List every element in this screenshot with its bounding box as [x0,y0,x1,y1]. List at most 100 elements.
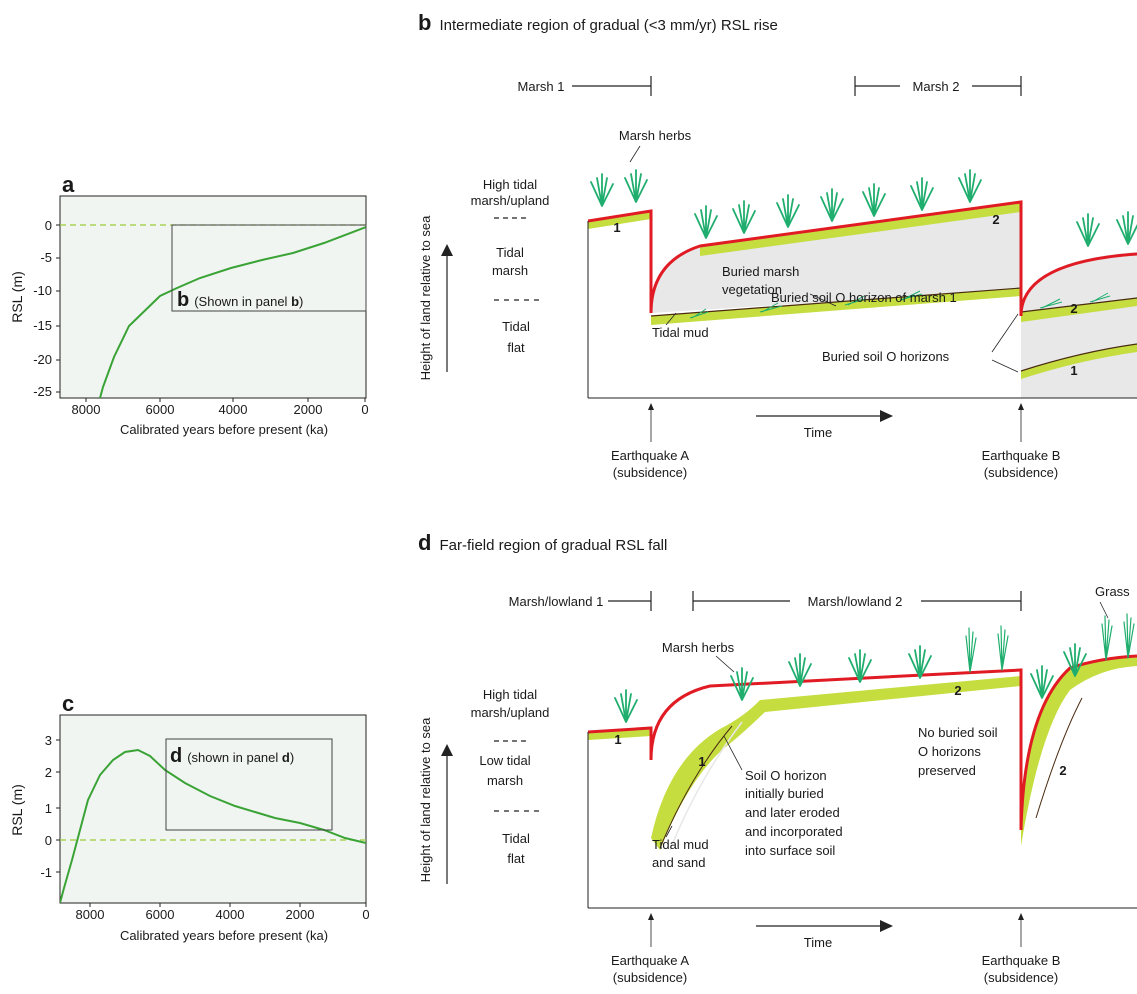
panel-d: d Far-field region of gradual RSL fall Ma… [418,530,1137,985]
annotation: Tidal mud [652,325,709,340]
herb-icon [590,173,614,207]
zone-label: marsh [492,263,528,278]
panel-c-y-ticks: 3 2 1 0 -1 [40,733,52,880]
horizon-number: 2 [1070,301,1077,316]
panel-c: c d (shown in panel d) 3 2 1 0 -1 8000 60… [9,691,370,943]
zone-label: flat [507,851,525,866]
annotation: into surface soil [745,843,835,858]
y-tick: -15 [33,318,52,333]
y-tick: 2 [45,765,52,780]
x-tick: 6000 [146,402,175,417]
zone-label: High tidal [483,687,537,702]
panel-c-plot-area [59,714,367,904]
panel-a-letter: a [62,172,75,197]
herb-icon [776,194,800,228]
time-label: Time [804,935,832,950]
zone-label: marsh [487,773,523,788]
annotation: and later eroded [745,805,840,820]
zone-label: Tidal [502,319,530,334]
y-tick: -5 [40,250,52,265]
x-tick: 2000 [294,402,323,417]
zone-label: marsh/upland [471,193,550,208]
panel-c-tick-marks [56,739,367,907]
annotation: Soil O horizon [745,768,827,783]
zone-label: Tidal [502,831,530,846]
marsh-herbs-label: Marsh herbs [662,640,735,655]
panel-a-y-ticks: 0 -5 -10 -15 -20 -25 [33,218,52,399]
annotation: and sand [652,855,706,870]
x-tick: 2000 [286,907,315,922]
panel-a-rsl-curve [99,226,366,398]
herb-icon [910,177,934,211]
zone-label: Low tidal [479,753,530,768]
herb-icon [1116,211,1137,245]
grass-label: Grass [1095,584,1130,599]
panel-b-cross-section [588,200,1137,398]
time-label: Time [804,425,832,440]
panel-d-marsh-brackets: Marsh/lowland 1 Marsh/lowland 2 [509,591,1022,611]
x-tick: 8000 [72,402,101,417]
horizon-number: 2 [992,212,999,227]
horizon-number: 2 [954,683,961,698]
panel-b-earthquake-b: Earthquake B (subsidence) [982,403,1060,480]
horizon-number: 2 [1059,763,1066,778]
marsh-lowland-1-label: Marsh/lowland 1 [509,594,604,609]
zone-label: High tidal [483,177,537,192]
annotation: O horizons [918,744,981,759]
y-tick: -10 [33,283,52,298]
panel-d-earthquake-a: Earthquake A (subsidence) [611,913,689,985]
panel-b-earthquake-a: Earthquake A (subsidence) [611,403,689,480]
y-tick: 1 [45,801,52,816]
panel-b-y-axis: Height of land relative to sea [418,215,453,380]
annotation: preserved [918,763,976,778]
x-tick: 8000 [76,907,105,922]
herb-icon [614,689,638,723]
grass-icon [1123,613,1135,659]
panel-a-x-label: Calibrated years before present (ka) [120,422,328,437]
horizon-number: 1 [698,754,705,769]
annotation: and incorporated [745,824,843,839]
panel-b-title: b Intermediate region of gradual (<3 mm/y… [418,10,778,35]
annotation: Buried marsh [722,264,799,279]
annotation: vegetation [722,282,782,297]
grass-icon [965,627,977,673]
annotation: initially buried [745,786,824,801]
earthquake-label: Earthquake B [982,953,1061,968]
panel-c-y-label: RSL (m) [9,784,25,836]
y-tick: -25 [33,384,52,399]
x-tick: 6000 [146,907,175,922]
zone-label: flat [507,340,525,355]
earthquake-label: Earthquake A [611,448,689,463]
panel-a-tick-marks [56,224,366,402]
y-tick: -20 [33,352,52,367]
annotation: Tidal mud [652,837,709,852]
horizon-number: 1 [1070,363,1077,378]
panel-b-zone-labels: High tidal marsh/upland Tidal marsh Tida… [471,177,550,355]
annotation: No buried soil [918,725,998,740]
x-tick: 0 [362,907,369,922]
marsh-lowland-2-label: Marsh/lowland 2 [808,594,903,609]
herb-icon [958,169,982,203]
panel-c-inset-label: d (shown in panel d) [170,745,294,767]
panel-a-x-ticks: 8000 6000 4000 2000 0 [72,402,369,417]
zone-label: marsh/upland [471,705,550,720]
horizon-number: 1 [613,220,620,235]
earthquake-label: (subsidence) [984,970,1058,985]
x-tick: 0 [361,402,368,417]
herb-icon [862,183,886,217]
earthquake-label: (subsidence) [613,970,687,985]
panel-a-inset-label: b (Shown in panel b) [177,289,303,311]
y-tick: 0 [45,218,52,233]
panel-d-title: d Far-field region of gradual RSL fall [418,530,667,555]
y-tick: -1 [40,865,52,880]
herb-icon [1076,213,1100,247]
panel-b-marsh-brackets: Marsh 1 Marsh 2 [518,76,1022,96]
zone-label: Tidal [496,245,524,260]
earthquake-label: (subsidence) [984,465,1058,480]
y-tick: 3 [45,733,52,748]
panel-c-letter: c [62,691,74,716]
panel-b-time-axis: Time [756,410,893,440]
grass-icon [997,625,1009,671]
panel-d-cross-section [588,654,1137,851]
